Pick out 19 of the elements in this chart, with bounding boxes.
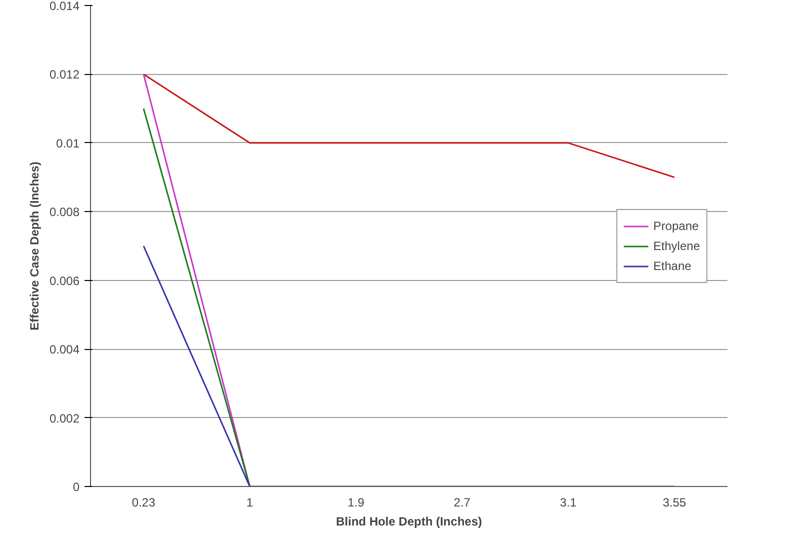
y-tick-label: 0.012 [49,68,80,82]
legend-label: Ethane [653,258,692,272]
legend-label: Propane [653,218,699,232]
x-tick-label: 1.9 [348,496,365,510]
x-tick-label: 3.1 [560,496,577,510]
y-tick-label: 0.01 [56,136,80,150]
x-tick-label: 2.7 [454,496,471,510]
y-tick-label: 0.004 [49,342,80,357]
y-axis-title: Effective Case Depth (Inches) [27,162,42,330]
y-tick-label: 0.006 [49,274,80,288]
x-tick-label: 1 [246,496,254,510]
x-tick-label: 0.23 [132,496,156,510]
x-axis-title: Blind Hole Depth (Inches) [336,514,482,528]
y-tick-label: 0 [72,480,80,494]
legend-label: Ethylene [653,238,700,252]
y-tick-label: 0.002 [49,411,80,426]
y-tick-label: 0.014 [49,0,80,13]
y-tick-label: 0.008 [49,205,80,220]
x-tick-label: 3.55 [662,496,686,510]
